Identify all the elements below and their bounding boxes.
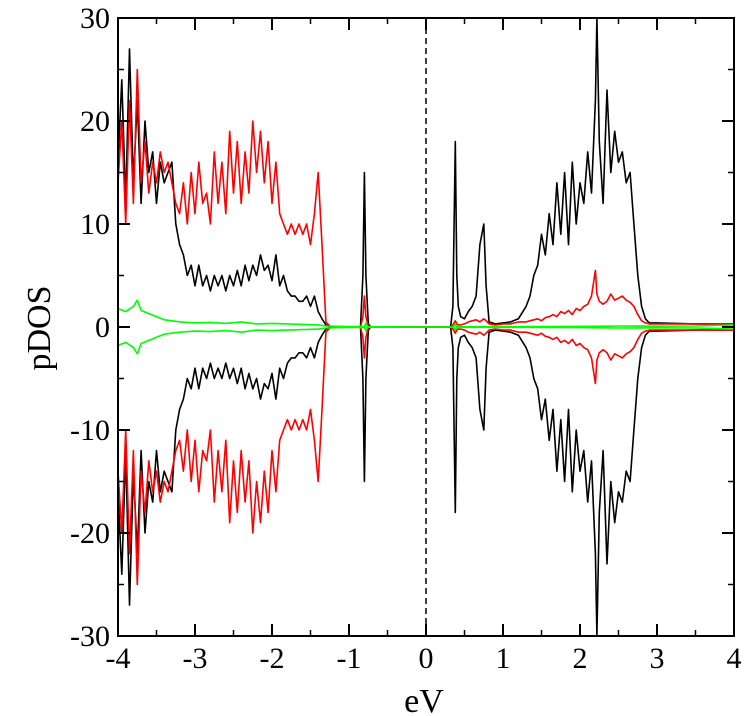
series-1-spin-up <box>117 68 734 328</box>
y-tick-label: 10 <box>80 208 110 241</box>
series-0-spin-up <box>117 17 734 328</box>
x-tick-label: -2 <box>260 642 285 675</box>
x-tick-label: -1 <box>337 642 362 675</box>
x-tick-label: 3 <box>650 642 665 675</box>
x-axis-title: eV <box>404 683 444 716</box>
y-tick-label: -10 <box>70 414 110 447</box>
x-tick-label: 0 <box>419 642 434 675</box>
series-1-spin-down <box>117 326 734 586</box>
x-tick-label: -4 <box>106 642 131 675</box>
y-tick-label: 30 <box>80 2 110 35</box>
series-layer <box>117 17 735 637</box>
series-2-spin-up <box>117 299 735 328</box>
y-tick-label: 0 <box>95 311 110 344</box>
x-tick-label: -3 <box>183 642 208 675</box>
series-2-spin-down <box>117 326 735 355</box>
y-tick-label: -30 <box>70 620 110 653</box>
series-0-spin-down <box>117 326 734 637</box>
y-tick-label: 20 <box>80 105 110 138</box>
x-tick-label: 1 <box>496 642 511 675</box>
x-tick-label: 2 <box>573 642 588 675</box>
y-axis-title: pDOS <box>21 285 58 370</box>
y-tick-label: -20 <box>70 517 110 550</box>
x-tick-label: 4 <box>727 642 742 675</box>
